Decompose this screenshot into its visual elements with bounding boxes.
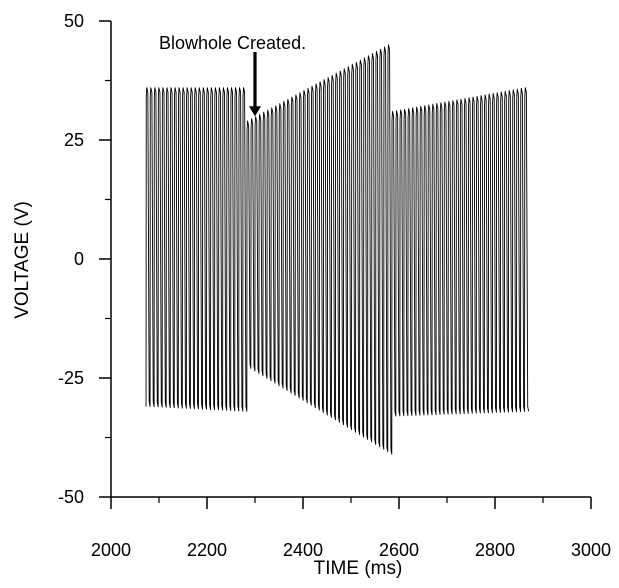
y-axis-title: VOLTAGE (V) [12, 201, 33, 319]
x-tick-label: 2800 [475, 540, 515, 560]
blowhole-arrow-head [249, 106, 261, 117]
data-layer [145, 44, 530, 455]
x-tick-label: 2200 [187, 540, 227, 560]
y-tick-label: 50 [64, 11, 84, 31]
y-tick-label: -25 [58, 368, 84, 388]
x-tick-label: 2400 [283, 540, 323, 560]
y-tick-label: -50 [58, 487, 84, 507]
y-tick-label: 0 [74, 249, 84, 269]
y-tick-label: 25 [64, 130, 84, 150]
voltage-waveform-line [145, 44, 530, 455]
blowhole-created-label: Blowhole Created. [159, 33, 306, 53]
x-axis-title: TIME (ms) [314, 558, 403, 579]
x-tick-label: 3000 [571, 540, 611, 560]
x-tick-label: 2600 [379, 540, 419, 560]
axes-layer: 50 25 0 -25 -50 2000 2200 2400 2600 2800 3000 [58, 11, 611, 560]
annotation-layer [249, 52, 261, 117]
x-tick-label: 2000 [91, 540, 131, 560]
